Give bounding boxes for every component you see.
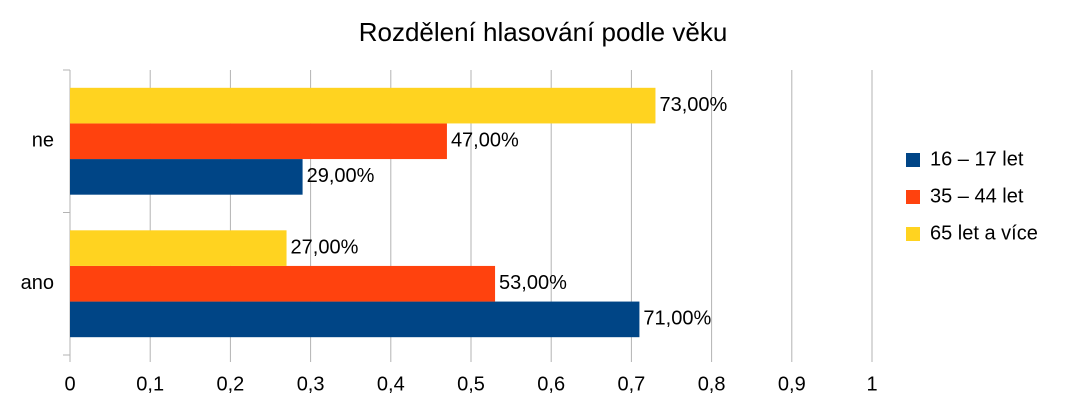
y-tick-label: ano	[21, 272, 54, 294]
data-label: 53,00%	[499, 272, 567, 294]
legend-label: 65 let a více	[930, 222, 1038, 244]
data-label: 47,00%	[451, 130, 519, 152]
chart-title: Rozdělení hlasování podle věku	[359, 17, 728, 47]
y-tick-label: ne	[32, 130, 54, 152]
legend-swatch	[906, 153, 920, 167]
x-tick-label: 0,8	[698, 373, 726, 395]
bar	[70, 159, 303, 195]
x-tick-label: 0,9	[778, 373, 806, 395]
x-tick-label: 0,4	[377, 373, 405, 395]
x-tick-label: 0,7	[617, 373, 645, 395]
x-tick-label: 0,5	[457, 373, 485, 395]
x-tick-label: 0,1	[136, 373, 164, 395]
data-label: 29,00%	[307, 165, 375, 187]
legend-swatch	[906, 227, 920, 241]
bar	[70, 123, 447, 160]
bar	[70, 301, 640, 338]
x-tick-label: 0,6	[537, 373, 565, 395]
x-tick-label: 0	[64, 373, 75, 395]
x-tick-label: 1	[866, 373, 877, 395]
x-tick-label: 0,2	[216, 373, 244, 395]
data-label: 73,00%	[659, 94, 727, 116]
bar	[70, 230, 287, 266]
data-label: 71,00%	[643, 308, 711, 330]
bar	[70, 87, 656, 124]
x-tick-label: 0,3	[297, 373, 325, 395]
legend-label: 35 – 44 let	[930, 185, 1024, 207]
data-label: 27,00%	[291, 236, 359, 258]
legend-swatch	[906, 190, 920, 204]
bar	[70, 265, 496, 302]
legend-label: 16 – 17 let	[930, 148, 1024, 170]
